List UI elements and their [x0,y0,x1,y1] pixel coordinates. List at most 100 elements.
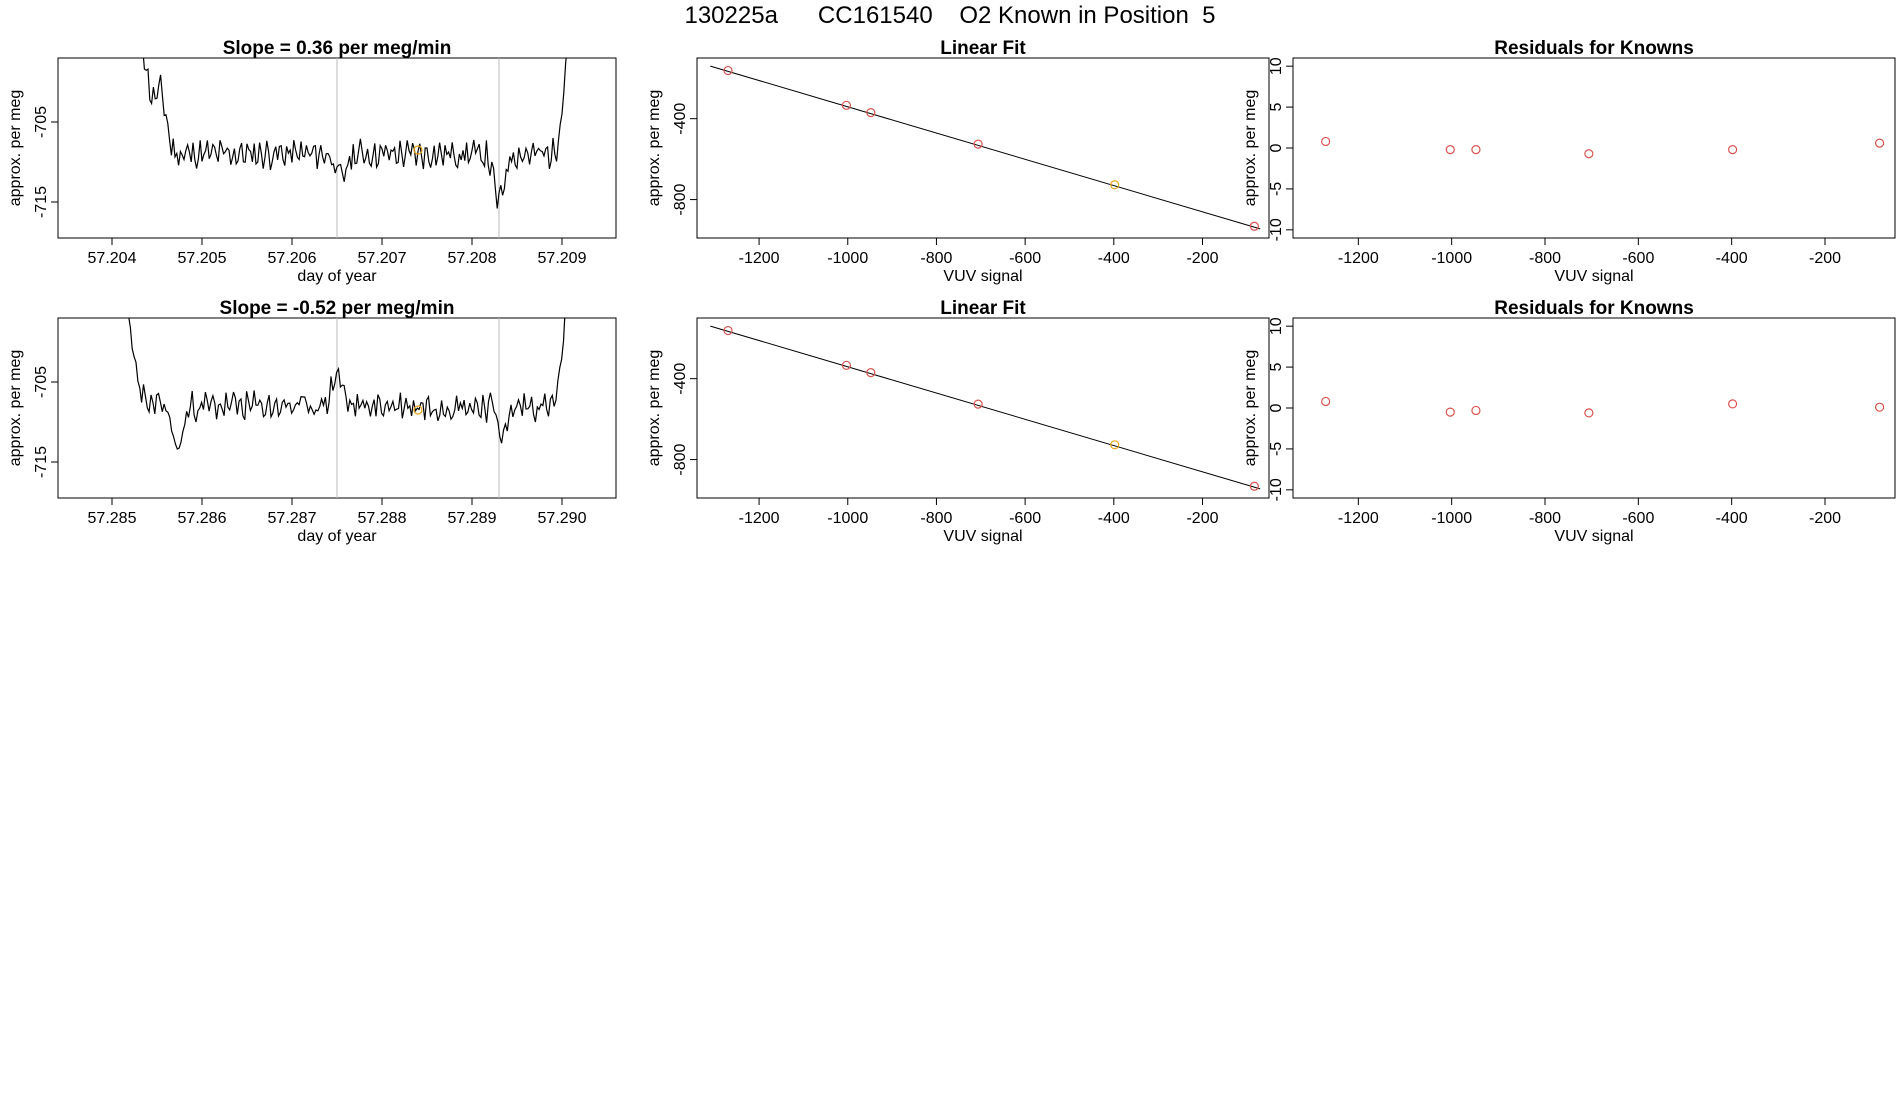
panel-5-xtick-label: -800 [920,510,952,527]
panel-1-xlabel: day of year [297,268,377,285]
panel-3-title: Residuals for Knowns [1494,38,1694,59]
panel-1-xtick-label: 57.204 [88,250,137,267]
panel-5-data-point [841,360,852,370]
panel-6-ytick-label: -10 [1268,478,1285,501]
panel-2-fit-line [710,65,1261,230]
panel-4-ytick-label: -715 [33,446,50,478]
panel-5-data-point [1249,481,1259,491]
panel-5-xtick-label: -400 [1098,510,1130,527]
panel-6-xtick-label: -200 [1809,510,1841,527]
panel-5-xtick-label: -1200 [739,510,780,527]
panel-4-xtick-label: 57.286 [178,510,227,527]
panel-4-highlight-point [413,405,423,415]
panel-2-data-point [973,139,983,149]
panel-6-xtick-label: -600 [1622,510,1654,527]
panel-2-data-point [841,100,852,110]
panel-5-ytick-label: -800 [672,443,689,475]
panel-1-highlight-point [413,145,423,155]
panel-1-xtick-label: 57.206 [268,250,317,267]
panel-5-ylabel: approx. per meg [646,350,663,467]
panel-1-trace-line [142,58,567,209]
panel-3-xtick-label: -400 [1716,250,1748,267]
panel-4-trace-line [128,318,566,450]
panel-4-ylabel: approx. per meg [7,350,24,467]
panel-5-xtick-label: -200 [1186,510,1218,527]
panel-3-xtick-label: -1200 [1338,250,1379,267]
panel-6-ytick-label: 5 [1268,363,1285,372]
panel-3-ytick-label: -10 [1268,218,1285,241]
panel-1-xtick-label: 57.205 [178,250,227,267]
panel-6-ytick-label: 0 [1268,403,1285,412]
panel-4-title: Slope = -0.52 per meg/min [220,298,455,319]
panel-2-ytick-label: -800 [672,183,689,215]
panel-6-xtick-label: -1200 [1338,510,1379,527]
panel-2-data-point [866,108,876,118]
panel-2-highlight-point [1110,180,1120,190]
panel-6-xtick-label: -800 [1529,510,1561,527]
panel-3-xtick-label: -600 [1622,250,1654,267]
panel-6-xtick-label: -400 [1716,510,1748,527]
panel-4-xlabel: day of year [297,528,377,545]
panel-5-title: Linear Fit [940,298,1026,319]
panel-3-data-point [1874,138,1885,148]
panel-2-xtick-label: -600 [1009,250,1041,267]
panel-2-xtick-label: -1000 [827,250,868,267]
panel-3-data-point [1471,145,1481,155]
panel-5-highlight-point [1110,440,1120,450]
panel-4-xtick-label: 57.285 [88,510,137,527]
panel-4-xtick-label: 57.289 [448,510,497,527]
panel-6-frame [1292,317,1896,499]
panel-3-data-point [1321,136,1331,147]
panel-6-xtick-label: -1000 [1431,510,1472,527]
main-title: 130225a CC161540 O2 Known in Position 5 [684,2,1216,29]
panel-6-data-point [1727,399,1738,409]
panel-1-xtick-label: 57.208 [448,250,497,267]
panel-1-title: Slope = 0.36 per meg/min [223,38,452,59]
panel-4-xtick-label: 57.290 [538,510,587,527]
panel-5-xtick-label: -1000 [827,510,868,527]
panel-6-ytick-label: 10 [1268,317,1285,335]
panel-2-xtick-label: -800 [920,250,952,267]
panel-2-title: Linear Fit [940,38,1026,59]
panel-6-title: Residuals for Knowns [1494,298,1694,319]
panel-1-xtick-label: 57.209 [538,250,587,267]
panel-5-data-point [723,325,733,336]
panel-3-xtick-label: -200 [1809,250,1841,267]
panel-3-ytick-label: 0 [1268,143,1285,152]
panel-6-xlabel: VUV signal [1554,528,1633,545]
panel-1-ylabel: approx. per meg [7,90,24,207]
panel-1-ytick-label: -715 [33,186,50,218]
panel-3-ytick-label: 5 [1268,103,1285,112]
panel-6-data-point [1471,405,1481,416]
panel-5-fit-line [710,325,1261,490]
panel-3-data-point [1584,149,1594,159]
panel-3-frame [1292,57,1896,239]
panel-2-xtick-label: -1200 [739,250,780,267]
panel-6-data-point [1874,402,1885,412]
panel-5-data-point [866,368,876,378]
panel-4-xtick-label: 57.287 [268,510,317,527]
panel-5-ytick-label: -400 [672,363,689,395]
panel-2-data-point [723,65,733,76]
panel-5-frame [696,317,1270,499]
panel-6-data-point [1584,408,1594,418]
panel-3-xtick-label: -1000 [1431,250,1472,267]
panel-5-xlabel: VUV signal [943,528,1022,545]
panel-2-ytick-label: -400 [672,103,689,135]
panel-5-xtick-label: -600 [1009,510,1041,527]
panel-3-data-point [1445,145,1455,155]
panel-2-ylabel: approx. per meg [646,90,663,207]
panel-5-data-point [973,399,983,409]
panel-3-data-point [1727,145,1738,155]
panel-1-xtick-label: 57.207 [358,250,407,267]
panel-3-ytick-label: 10 [1268,57,1285,75]
panel-2-xtick-label: -200 [1186,250,1218,267]
panel-6-data-point [1445,407,1455,417]
panel-6-ylabel: approx. per meg [1242,350,1259,467]
panel-3-ytick-label: -5 [1268,182,1285,196]
panel-2-xlabel: VUV signal [943,268,1022,285]
panel-4-xtick-label: 57.288 [358,510,407,527]
panel-3-ylabel: approx. per meg [1242,90,1259,207]
panel-2-frame [696,57,1270,239]
